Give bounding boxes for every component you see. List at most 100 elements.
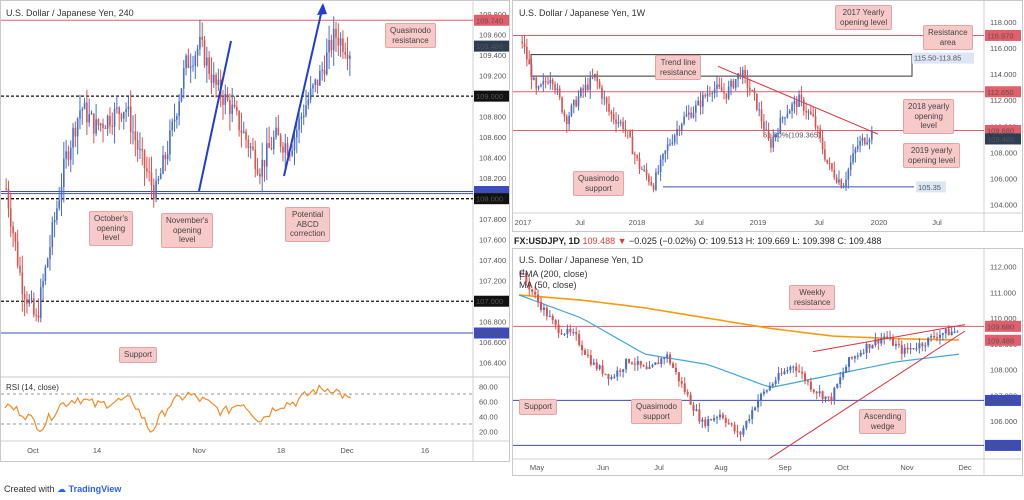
- d1-x-tick-label: Nov: [900, 463, 914, 472]
- w1-candle-body: [685, 114, 688, 117]
- h4-candle-body: [14, 233, 17, 242]
- w1-candle-body: [542, 80, 545, 85]
- w1-candle-body: [648, 175, 650, 183]
- h4-candle-body: [39, 287, 42, 319]
- w1-candle-body: [669, 143, 671, 145]
- w1-candle-body: [671, 142, 674, 144]
- h4-price-tag-bg: [474, 90, 509, 102]
- footer-prefix: Created with: [4, 484, 55, 494]
- h4-candle-body: [127, 106, 130, 110]
- d1-price-tag: 105.050: [987, 441, 1014, 450]
- d1-candle-body: [627, 359, 631, 363]
- w1-candle-body: [615, 119, 617, 124]
- w1-candle-body: [798, 94, 800, 107]
- w1-candle-body: [678, 129, 681, 131]
- d1-candle-body: [803, 373, 807, 381]
- h4-candle-body: [159, 173, 162, 179]
- h4-y-tick-label: 107.600: [479, 236, 506, 245]
- h4-candle-body: [150, 172, 153, 185]
- h4-x-tick-label: 14: [93, 446, 101, 455]
- h4-candle-body: [316, 79, 319, 86]
- w1-candle-body: [760, 109, 763, 122]
- h4-candle-body: [12, 226, 14, 234]
- h4-candle-body: [328, 40, 330, 53]
- w1-candle-body: [540, 84, 542, 87]
- h4-candle-body: [7, 188, 10, 209]
- w1-price-tag-bg: [985, 133, 1021, 145]
- d1-candle-body: [827, 396, 830, 398]
- h4-chart-title: U.S. Dollar / Japanese Yen, 240: [6, 8, 134, 18]
- d1-candle-body: [589, 355, 592, 365]
- w1-candle-body: [802, 99, 805, 111]
- w1-candle-body: [565, 116, 568, 125]
- d1-candle-body: [718, 414, 721, 418]
- d1-candle-body: [809, 381, 812, 390]
- d1-candle-body: [903, 347, 906, 354]
- w1-candle-body: [838, 179, 840, 183]
- h4-candle-body: [166, 154, 169, 160]
- d1-candle-body: [801, 371, 804, 374]
- d1-candle-body: [645, 366, 648, 369]
- h4-candle-body: [113, 108, 116, 127]
- d1-candle-body: [619, 370, 622, 372]
- d1-price-tag-bg: [985, 320, 1021, 332]
- h4-candle-body: [164, 155, 167, 160]
- d1-candle-body: [730, 423, 733, 425]
- d1-price-tag: 109.488: [987, 336, 1014, 345]
- w1-candle-body: [690, 112, 692, 118]
- h4-y-tick-label: 109.400: [479, 51, 506, 60]
- h4-candle-body: [173, 119, 176, 122]
- d1-candle-body: [548, 316, 551, 318]
- h4-candle-body: [231, 104, 234, 114]
- h4-candle-body: [116, 107, 118, 109]
- w1-candle-body: [748, 87, 751, 91]
- h4-candle-body: [277, 127, 280, 136]
- h4-candle-body: [236, 106, 238, 112]
- w1-candle-body: [530, 64, 533, 80]
- h4-candle-body: [178, 101, 180, 117]
- h4-candle-body: [182, 68, 185, 89]
- w1-candle-body: [704, 95, 707, 97]
- w1-candle-body: [709, 93, 711, 95]
- d1-y-tick-label: 111.000: [990, 288, 1016, 297]
- w1-candle-body: [561, 97, 563, 113]
- d1-candle-body: [786, 370, 789, 372]
- d1-x-tick-label: Jun: [597, 463, 609, 472]
- h4-candle-body: [23, 294, 26, 299]
- h4-candle-body: [321, 69, 323, 71]
- w1-candle-body: [741, 69, 744, 78]
- w1-candle-body: [727, 86, 730, 99]
- w1-candle-body: [817, 127, 819, 129]
- d1-y-tick-label: 112.000: [990, 263, 1017, 272]
- d1-candle-body: [610, 377, 613, 379]
- w1-x-tick-label: 2017: [515, 218, 532, 227]
- h4-candle-body: [203, 39, 206, 66]
- d1-candle-body: [842, 372, 845, 378]
- d1-candle-body: [557, 324, 560, 334]
- w1-y-tick-label: 112.000: [990, 96, 1017, 105]
- w1-y-tick-label: 118.000: [990, 18, 1017, 27]
- w1-candle-body: [746, 75, 749, 88]
- w1-candle-body: [587, 84, 589, 90]
- d1-y-tick-label: 108.000: [990, 366, 1017, 375]
- h4-candle-body: [201, 36, 204, 40]
- h4-candle-body: [143, 150, 146, 169]
- d1-candle-body: [663, 357, 666, 359]
- w1-candle-body: [523, 43, 526, 48]
- d1-candle-body: [554, 320, 557, 325]
- w1-candle-body: [720, 87, 723, 92]
- w1-candle-body: [570, 105, 573, 116]
- d1-candle-body: [551, 316, 554, 321]
- h4-candle-body: [289, 154, 291, 156]
- w1-candle-body: [633, 154, 636, 156]
- d1-x-tick-label: Sep: [778, 463, 791, 472]
- d1-candle-body: [642, 365, 645, 367]
- h4-candle-body: [254, 149, 257, 170]
- d1-candle-body: [692, 404, 695, 411]
- w1-candle-body: [603, 97, 606, 99]
- tradingview-logo-icon: ☁: [57, 484, 67, 494]
- h4-note-abcd-correction: Potential ABCD correction: [285, 207, 331, 242]
- d1-candle-body: [601, 365, 604, 374]
- d1-candle-body: [531, 289, 534, 292]
- w1-support-tag: 105.35: [918, 183, 941, 192]
